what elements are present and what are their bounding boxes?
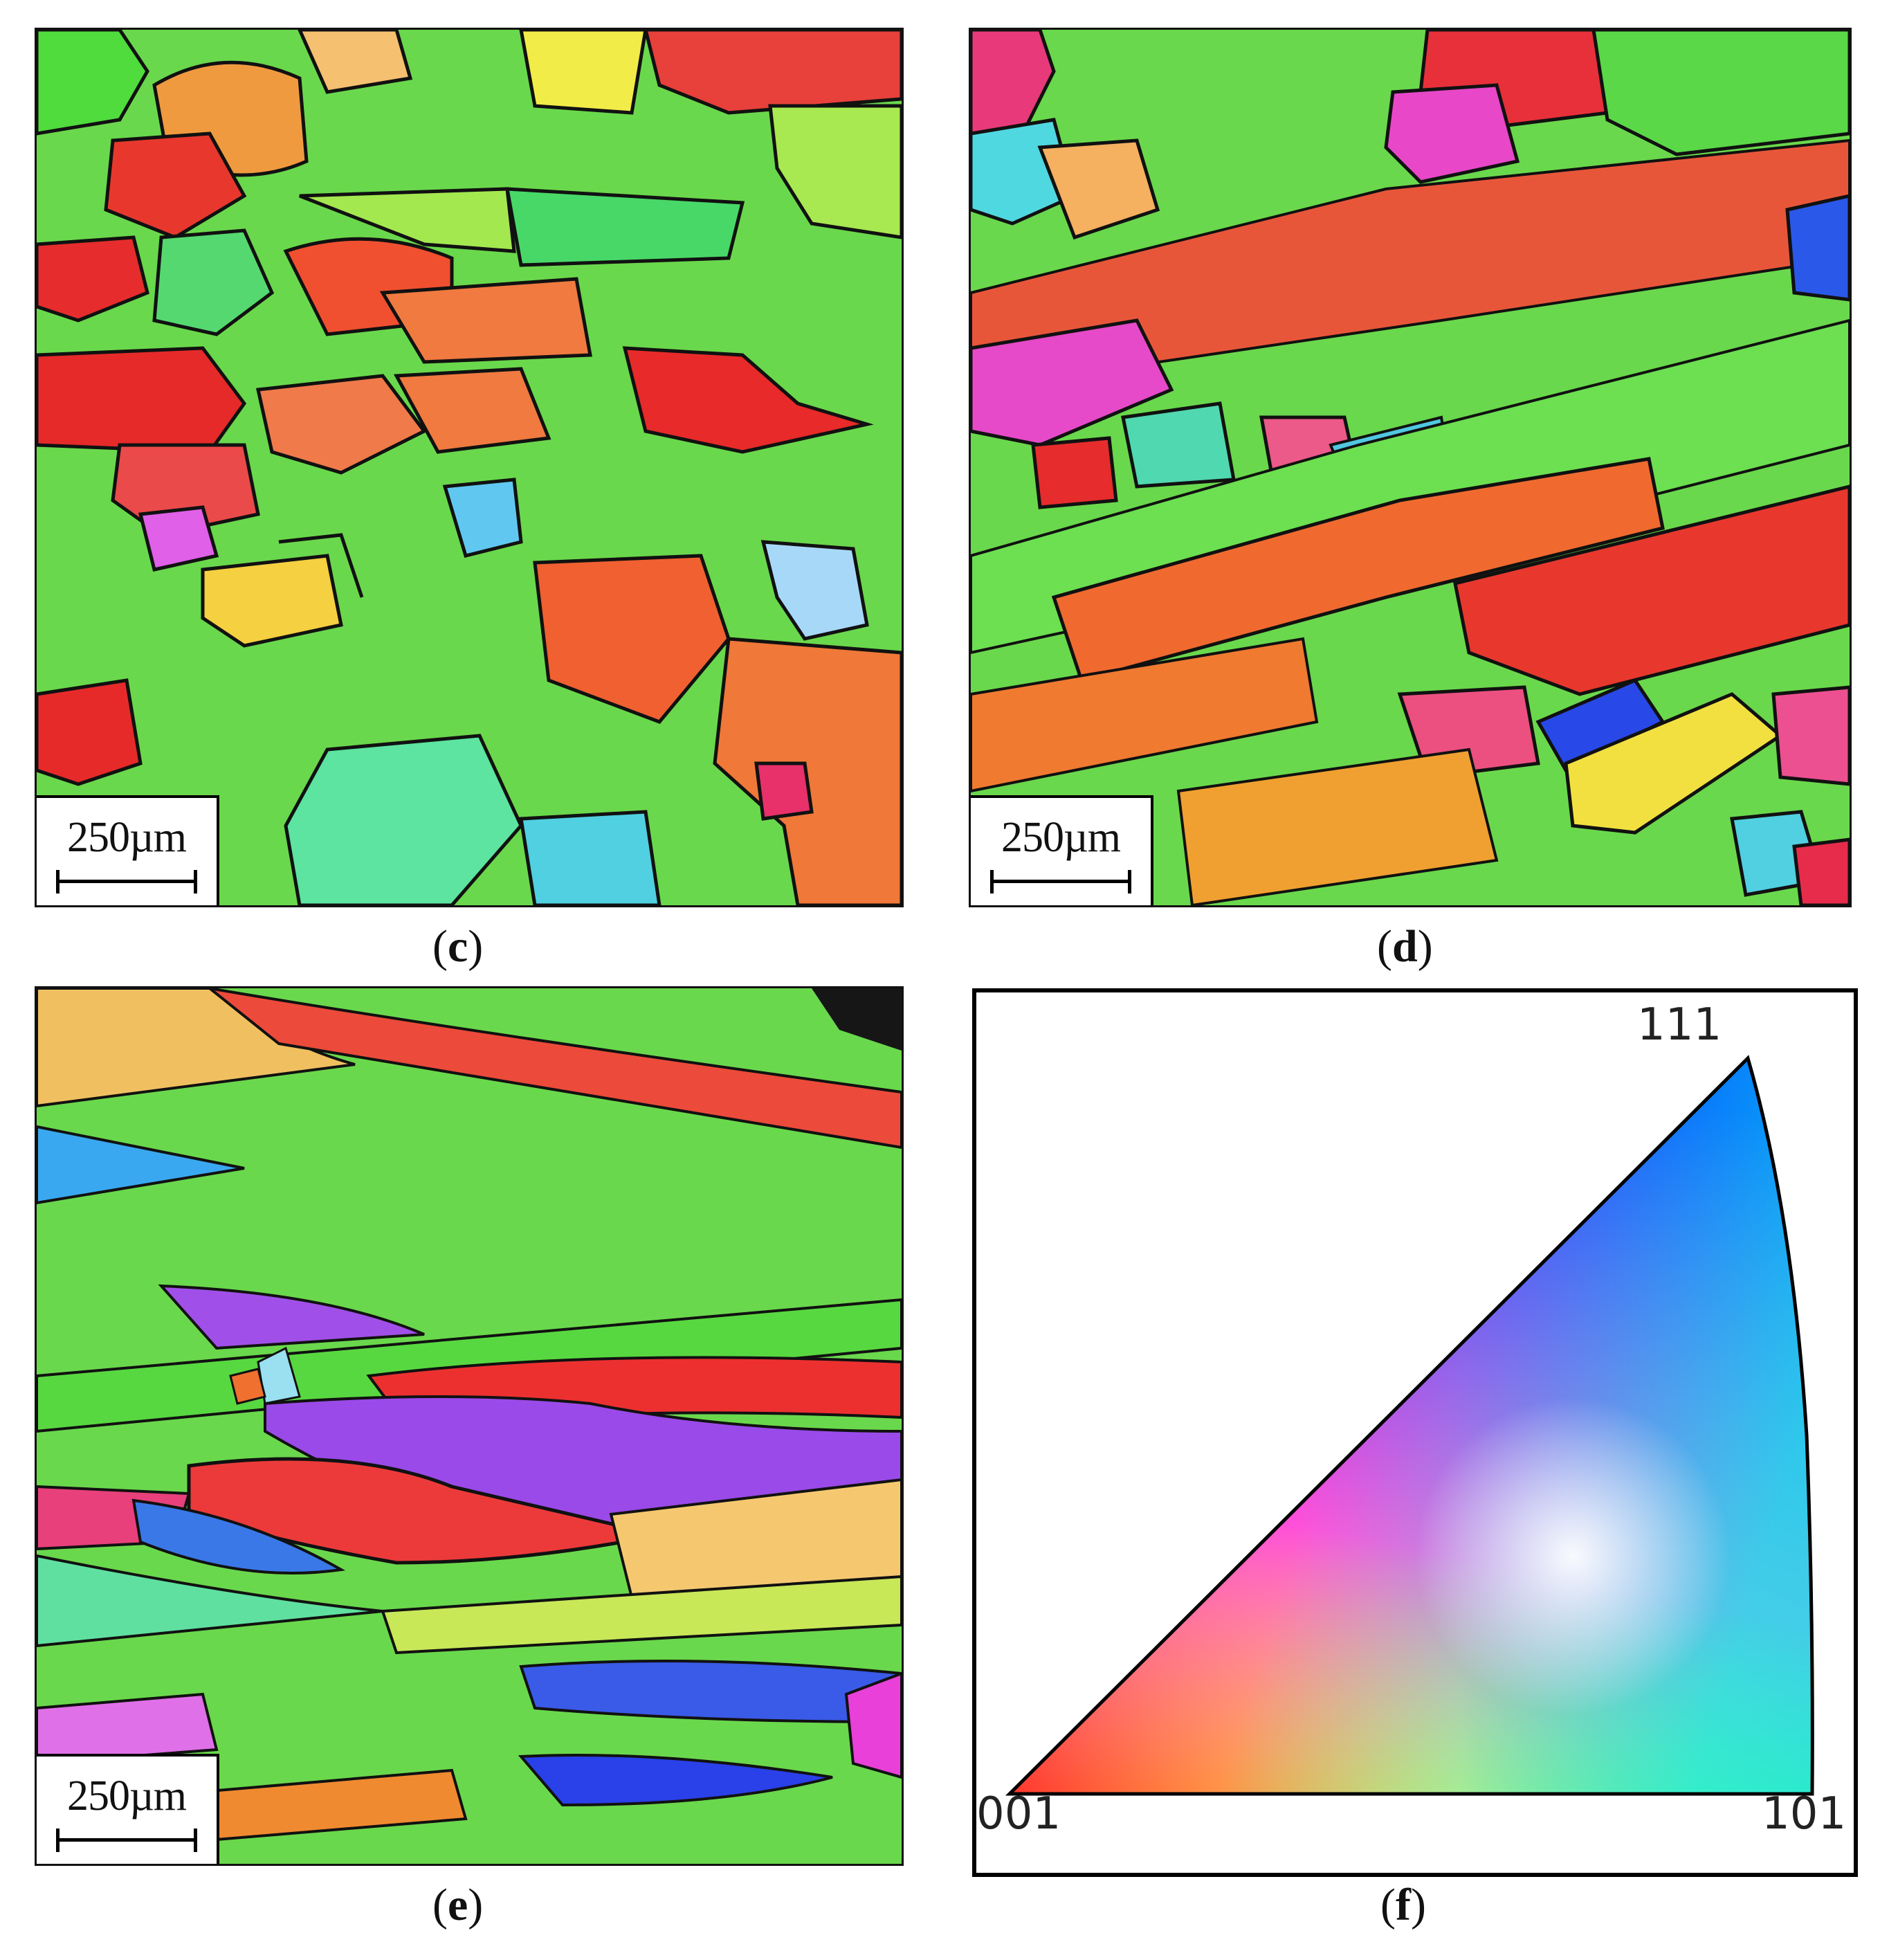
caption-c: (c) bbox=[432, 921, 484, 972]
scale-line-c bbox=[56, 870, 197, 893]
caption-e: (e) bbox=[432, 1880, 484, 1930]
ipf-gradient bbox=[1010, 1058, 1813, 1794]
ipf-label-111: 111 bbox=[1637, 999, 1722, 1051]
ipf-outline bbox=[1005, 1055, 1814, 1796]
grain-map-e bbox=[37, 988, 902, 1864]
ipf-triangle bbox=[1005, 1055, 1814, 1796]
caption-c-letter: c bbox=[447, 921, 468, 972]
caption-d-letter: d bbox=[1391, 921, 1418, 972]
scale-bar-c: 250µm bbox=[37, 795, 219, 905]
scale-label-e: 250µm bbox=[67, 1772, 187, 1820]
ipf-label-101: 101 bbox=[1762, 1788, 1847, 1840]
grain-map-c bbox=[37, 30, 902, 905]
scale-bar-e: 250µm bbox=[37, 1754, 219, 1864]
caption-e-letter: e bbox=[447, 1880, 468, 1930]
ipf-label-001: 001 bbox=[976, 1788, 1061, 1840]
ebsd-map-d: 250µm bbox=[969, 28, 1852, 907]
ipf-color-key: 111 001 101 bbox=[972, 988, 1858, 1877]
ebsd-map-c: 250µm bbox=[35, 28, 904, 907]
scale-line-d bbox=[990, 870, 1131, 893]
caption-f: (f) bbox=[1380, 1880, 1426, 1930]
scale-label-c: 250µm bbox=[67, 814, 187, 861]
grain-map-d bbox=[971, 30, 1850, 905]
caption-d: (d) bbox=[1377, 921, 1433, 972]
scale-bar-d: 250µm bbox=[971, 795, 1153, 905]
scale-line-e bbox=[56, 1829, 197, 1852]
scale-label-d: 250µm bbox=[1001, 814, 1121, 861]
ebsd-map-e: 250µm bbox=[35, 986, 904, 1866]
caption-f-letter: f bbox=[1395, 1880, 1411, 1930]
